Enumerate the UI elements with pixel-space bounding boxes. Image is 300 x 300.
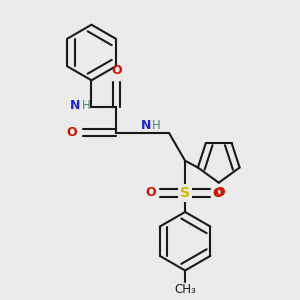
Text: O: O bbox=[212, 187, 223, 200]
Text: O: O bbox=[214, 186, 225, 200]
Text: O: O bbox=[146, 186, 156, 200]
Text: N: N bbox=[70, 99, 81, 112]
Text: H: H bbox=[82, 99, 91, 112]
Text: O: O bbox=[111, 64, 122, 77]
Text: S: S bbox=[180, 186, 190, 200]
Text: N: N bbox=[140, 119, 151, 132]
Text: H: H bbox=[152, 119, 161, 132]
Text: CH₃: CH₃ bbox=[174, 283, 196, 296]
Text: O: O bbox=[66, 127, 77, 140]
